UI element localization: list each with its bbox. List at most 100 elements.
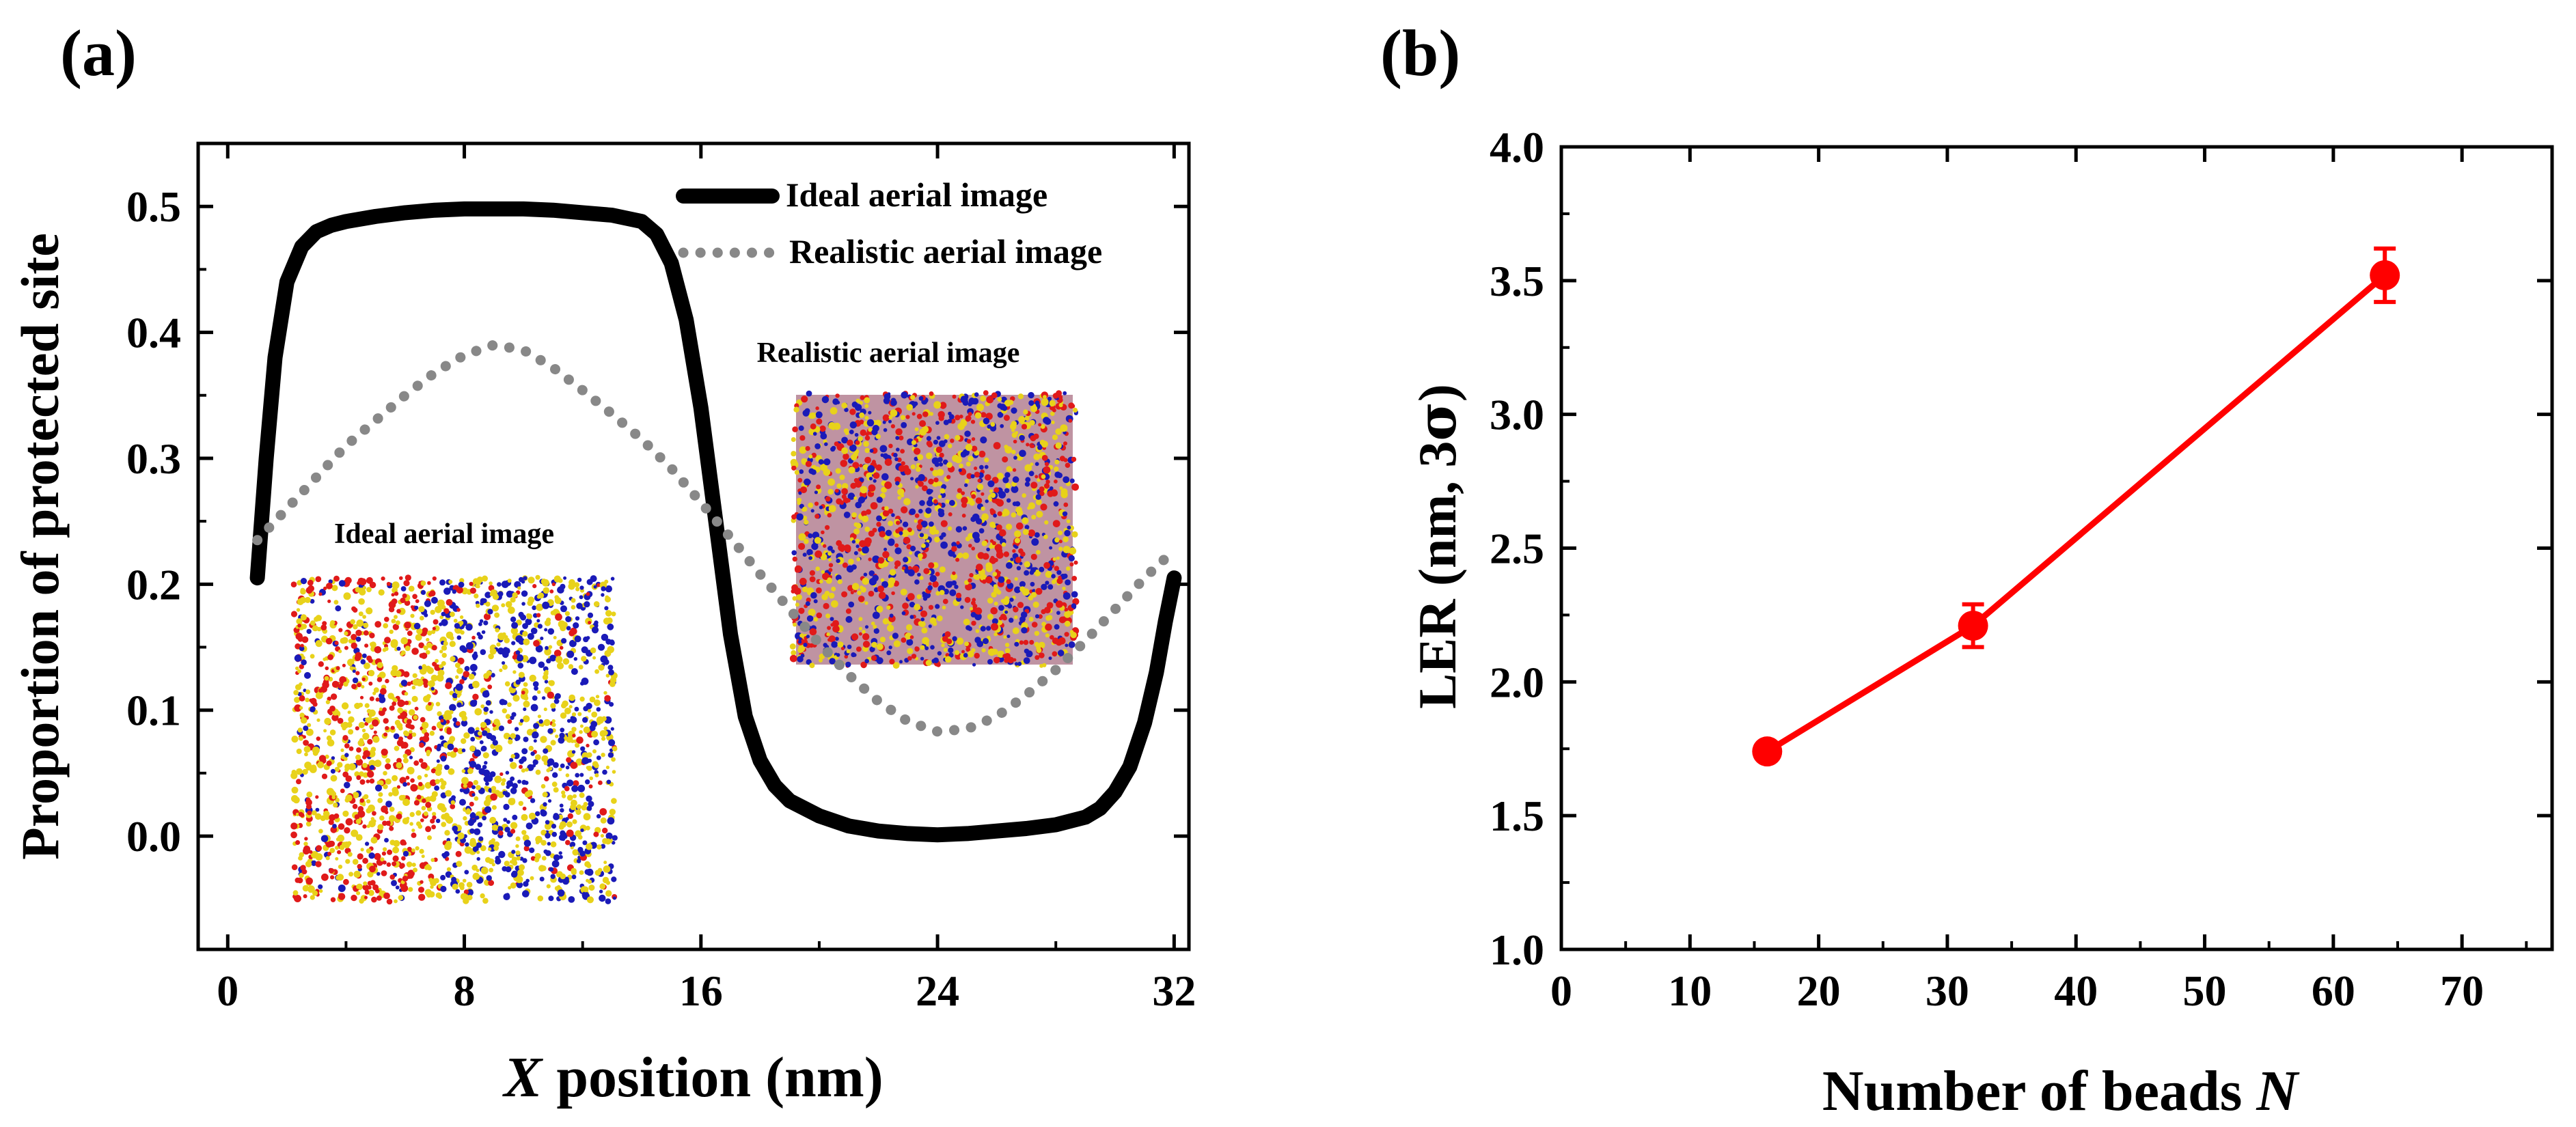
y-tick-label: 0.0 (126, 812, 181, 861)
inset-bead (441, 652, 447, 658)
inset-bead (441, 780, 447, 786)
panel-b-series (1752, 246, 2400, 767)
inset-bead (372, 736, 380, 743)
inset-bead (1034, 641, 1039, 648)
inset-bead (1036, 648, 1042, 653)
inset-bead (316, 845, 323, 852)
inset-bead (522, 623, 528, 629)
inset-bead (444, 830, 450, 836)
inset-bead (993, 514, 997, 518)
inset-bead (434, 785, 439, 791)
y-tick-label: 1.5 (1490, 792, 1544, 840)
inset-bead (805, 601, 810, 607)
inset-bead (393, 733, 400, 740)
inset-bead (586, 795, 592, 803)
inset-bead (841, 591, 848, 598)
inset-bead (916, 594, 922, 600)
inset-bead (474, 708, 482, 716)
inset-bead (534, 754, 541, 761)
inset-bead (979, 573, 987, 581)
inset-bead (1065, 462, 1071, 468)
inset-bead (510, 788, 517, 794)
inset-bead (383, 784, 388, 790)
inset-bead (428, 873, 435, 880)
inset-bead (540, 839, 547, 846)
inset-bead (566, 719, 571, 723)
inset-bead (338, 628, 343, 632)
inset-bead (986, 395, 994, 404)
inset-bead (1040, 503, 1047, 511)
inset-bead (981, 412, 987, 418)
inset-bead (553, 762, 559, 768)
inset-bead (814, 490, 818, 495)
inset-bead (853, 551, 858, 555)
inset-bead (303, 740, 309, 746)
inset-bead (855, 538, 860, 544)
inset-bead (511, 622, 519, 629)
inset-bead (869, 646, 875, 652)
inset-bead (855, 440, 860, 445)
inset-bead (965, 625, 971, 630)
inset-bead (322, 681, 329, 689)
inset-bead (808, 502, 814, 508)
inset-bead (601, 586, 606, 592)
inset-bead (1071, 531, 1078, 538)
inset-bead (861, 510, 867, 517)
inset-bead (919, 420, 927, 428)
inset-bead (910, 464, 916, 470)
inset-bead (964, 596, 971, 603)
inset-bead (548, 766, 553, 771)
inset-bead (329, 848, 335, 853)
inset-bead (358, 611, 364, 617)
inset-ideal-label: Ideal aerial image (334, 518, 554, 550)
inset-bead (374, 621, 382, 628)
inset-bead (997, 511, 1002, 516)
inset-bead (609, 748, 614, 753)
inset-bead (994, 544, 1002, 552)
inset-bead (459, 679, 465, 684)
inset-bead (957, 488, 962, 493)
x-tick-label: 60 (2312, 966, 2355, 1015)
inset-bead (1054, 624, 1060, 630)
inset-bead (1012, 468, 1017, 472)
inset-bead (868, 427, 873, 432)
inset-bead (1052, 393, 1059, 399)
inset-bead (804, 539, 809, 544)
inset-bead (368, 760, 376, 767)
inset-bead (1064, 632, 1069, 637)
inset-bead (477, 731, 482, 736)
inset-bead (480, 704, 485, 708)
inset-bead (421, 805, 426, 811)
inset-bead (389, 839, 396, 846)
inset-bead (404, 600, 411, 606)
inset-bead (298, 856, 303, 861)
inset-bead (1013, 456, 1017, 460)
inset-bead (487, 847, 492, 851)
inset-bead (879, 492, 886, 499)
inset-bead (1063, 536, 1069, 542)
inset-bead (498, 830, 504, 836)
inset-bead (295, 840, 301, 845)
inset-bead (916, 413, 922, 419)
inset-bead (1039, 490, 1045, 497)
inset-bead (610, 727, 614, 731)
inset-bead (597, 844, 602, 850)
inset-bead (1004, 643, 1010, 648)
x-tick-label: 20 (1797, 966, 1841, 1015)
inset-bead (1024, 570, 1030, 576)
inset-bead (583, 802, 588, 807)
inset-bead (408, 887, 413, 892)
inset-bead (364, 703, 370, 708)
inset-bead (406, 816, 410, 820)
inset-bead (571, 712, 577, 717)
inset-bead (918, 509, 923, 514)
inset-bead (1024, 415, 1030, 421)
inset-bead (318, 592, 323, 596)
inset-bead (405, 645, 411, 652)
inset-bead (560, 727, 565, 733)
inset-bead (573, 657, 577, 661)
inset-bead (306, 628, 312, 635)
inset-bead (411, 732, 417, 737)
inset-bead (1011, 421, 1017, 427)
inset-bead (962, 400, 969, 406)
